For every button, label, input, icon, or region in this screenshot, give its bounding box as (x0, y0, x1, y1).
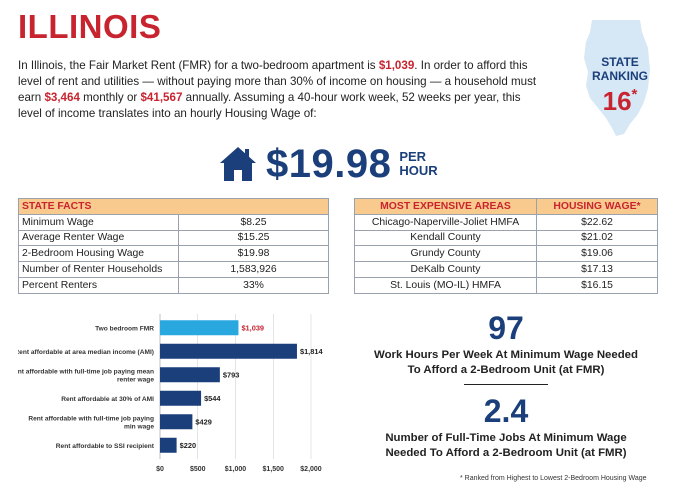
data-label: $544 (204, 394, 221, 403)
intro-text-1: In Illinois, the Fair Market Rent (FMR) … (18, 59, 379, 72)
bar (160, 414, 193, 430)
data-label: $1,814 (300, 347, 323, 356)
x-tick-label: $500 (190, 466, 206, 473)
monthly-income-value: $3,464 (44, 91, 80, 104)
category-label: Rent affordable to SSI recipient (56, 443, 155, 450)
footnote: * Ranked from Highest to Lowest 2-Bedroo… (460, 475, 647, 482)
table-row: DeKalb County $17.13 (354, 261, 658, 278)
rent-affordability-chart: $0 $500 $1,000 $1,500 $2,000 Two bedroom FMR $… (18, 314, 323, 473)
bar (160, 320, 239, 336)
table-row: Average Renter Wage $15.25 (18, 229, 329, 247)
fmr-value: $1,039 (378, 59, 415, 72)
table-row: Minimum Wage $8.25 (18, 213, 329, 231)
illinois-map-icon (584, 20, 650, 136)
ranking-value: 16* (602, 86, 638, 116)
expensive-areas-table: MOST EXPENSIVE AREAS HOUSING WAGE* Chicag… (354, 198, 658, 294)
data-label: $429 (195, 417, 211, 426)
state-title: ILLINOIS (18, 8, 162, 45)
areas-header: MOST EXPENSIVE AREAS (354, 198, 537, 215)
bar (160, 367, 220, 383)
ranking-label: STATE RANKING (592, 55, 648, 83)
housing-wage-header: HOUSING WAGE* (536, 198, 658, 215)
annual-income-value: $41,567 (140, 91, 183, 104)
housing-wage-value: $19.98 (266, 141, 392, 186)
table-row: 2-Bedroom Housing Wage $19.98 (18, 245, 329, 263)
category-label: Rent affordable at 30% of AMI (61, 396, 154, 403)
intro-text-3: monthly or (79, 91, 141, 104)
data-label: $1,039 (241, 323, 264, 332)
divider (464, 384, 548, 385)
jobs-needed-value: 2.4 (483, 393, 529, 429)
table-row: Kendall County $21.02 (354, 229, 658, 247)
stats-panel: 97 Work Hours Per Week At Minimum Wage N… (354, 312, 658, 461)
table-row: Chicago-Naperville-Joliet HMFA $22.62 (354, 213, 658, 231)
bar (160, 390, 202, 406)
state-facts-table: STATE FACTS Minimum Wage $8.25 Average Re… (18, 198, 329, 294)
table-row: Percent Renters 33% (18, 276, 329, 294)
bar (160, 343, 297, 359)
x-tick-label: $1,500 (263, 466, 285, 473)
jobs-needed-text: Number of Full-Time Jobs At Minimum Wage… (385, 432, 627, 459)
category-label: Two bedroom FMR (95, 325, 154, 332)
intro-paragraph: In Illinois, the Fair Market Rent (FMR) … (18, 58, 543, 122)
x-tick-label: $2,000 (300, 466, 322, 473)
ranking-marker: * (631, 86, 638, 103)
housing-wage-unit: PER HOUR (399, 149, 438, 178)
x-tick-label: $1,000 (225, 466, 247, 473)
state-facts-header: STATE FACTS (18, 198, 329, 215)
data-label: $220 (180, 441, 196, 450)
category-label: Rent affordable with full-time job payin… (28, 415, 154, 430)
house-icon (220, 147, 256, 181)
table-row: Number of Renter Households 1,583,926 (18, 261, 329, 278)
data-label: $793 (223, 370, 239, 379)
category-label: Rent affordable with full-time job payin… (18, 368, 154, 383)
hours-needed-value: 97 (488, 310, 524, 346)
bar (160, 437, 177, 453)
intro-text-4: annually. Assuming a 40-hour work week, … (18, 91, 521, 120)
x-tick-label: $0 (156, 466, 164, 473)
intro-text-2: . In order to afford this level of rent … (18, 59, 537, 104)
category-label: Rent affordable at area median income (A… (18, 349, 154, 356)
table-row: St. Louis (MO-IL) HMFA $16.15 (354, 276, 658, 294)
table-row: Grundy County $19.06 (354, 245, 658, 263)
housing-wage: $19.98 PER HOUR (218, 141, 438, 187)
hours-needed-text: Work Hours Per Week At Minimum Wage Need… (374, 349, 638, 376)
